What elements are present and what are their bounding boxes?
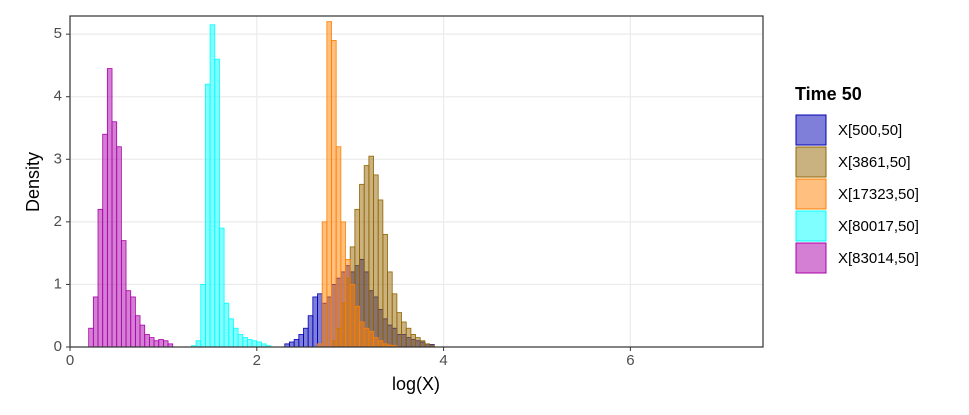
histogram-bar bbox=[219, 227, 225, 348]
histogram-bar bbox=[419, 340, 426, 348]
histogram-bar bbox=[405, 327, 412, 348]
histogram-bar bbox=[242, 337, 248, 348]
y-tick-label: 3 bbox=[54, 150, 62, 167]
histogram-bar bbox=[391, 293, 398, 348]
x-tick-label: 4 bbox=[439, 352, 447, 369]
histogram-bar bbox=[363, 327, 370, 348]
x-tick-label: 6 bbox=[626, 352, 634, 369]
plot-border bbox=[69, 15, 764, 348]
legend-swatch bbox=[795, 210, 827, 242]
histogram-bar bbox=[312, 296, 318, 348]
x-tick-label: 2 bbox=[253, 352, 261, 369]
histogram-bar bbox=[237, 334, 244, 348]
histogram-bar bbox=[349, 284, 356, 348]
histogram-bar bbox=[214, 58, 220, 348]
histogram-bar bbox=[289, 341, 295, 348]
histogram-bar bbox=[106, 68, 113, 348]
legend-label: X[80017,50] bbox=[838, 218, 919, 235]
histogram-bar bbox=[97, 208, 104, 348]
legend-swatch bbox=[795, 242, 827, 274]
histogram-bar bbox=[373, 174, 379, 348]
histogram-bar bbox=[387, 271, 393, 348]
histogram-bar bbox=[139, 324, 146, 348]
histogram-bar bbox=[331, 40, 337, 348]
histogram-bar bbox=[134, 315, 141, 348]
histogram-bar bbox=[401, 321, 407, 348]
histogram-bar bbox=[92, 296, 99, 348]
histogram-bar bbox=[396, 312, 402, 348]
histogram-bar bbox=[340, 221, 346, 348]
histogram-bar bbox=[251, 340, 258, 348]
legend-swatch bbox=[795, 146, 827, 178]
histogram-bar bbox=[88, 327, 94, 348]
legend-label: X[17323,50] bbox=[838, 186, 919, 203]
histogram-bar bbox=[317, 293, 323, 348]
y-tick-label: 1 bbox=[54, 275, 62, 292]
histogram-bar bbox=[162, 340, 169, 348]
histogram-bar bbox=[130, 296, 136, 348]
y-tick-label: 4 bbox=[54, 88, 62, 105]
histogram-bar bbox=[120, 240, 127, 348]
histogram-bar bbox=[415, 337, 421, 348]
histogram-bar bbox=[209, 24, 216, 348]
histogram-bar bbox=[373, 337, 379, 348]
histogram-bar bbox=[321, 221, 328, 348]
histogram-bar bbox=[307, 315, 314, 348]
histogram-bar bbox=[377, 340, 384, 348]
y-axis-title: Density bbox=[23, 152, 43, 212]
histogram-bar bbox=[303, 327, 309, 348]
histogram-bar bbox=[368, 155, 374, 348]
histogram-bar bbox=[354, 305, 360, 348]
y-tick-label: 2 bbox=[54, 213, 62, 230]
histogram-bar bbox=[377, 199, 384, 348]
histogram-bar bbox=[368, 330, 374, 348]
histogram-bar bbox=[326, 21, 332, 348]
histogram-bar bbox=[102, 133, 108, 348]
histogram-bar bbox=[363, 165, 370, 348]
x-tick-label: 0 bbox=[66, 352, 74, 369]
x-axis-title: log(X) bbox=[392, 374, 440, 394]
legend-title: Time 50 bbox=[795, 84, 862, 104]
histogram-bar bbox=[293, 339, 300, 348]
histogram-bar bbox=[158, 339, 164, 348]
histogram-bar bbox=[153, 340, 160, 348]
legend-swatch bbox=[795, 178, 827, 210]
histogram-bar bbox=[247, 339, 253, 348]
histogram-bar bbox=[335, 146, 342, 348]
histogram-bar bbox=[223, 302, 230, 348]
histogram-bar bbox=[205, 83, 211, 348]
histogram-bar bbox=[345, 259, 351, 348]
histogram-bar bbox=[200, 284, 206, 348]
histogram-bar bbox=[148, 337, 155, 348]
histogram-bar bbox=[116, 146, 122, 348]
histogram-bar bbox=[228, 318, 234, 348]
histogram-bar bbox=[233, 327, 239, 348]
histogram-bar bbox=[382, 233, 388, 348]
histogram-bar bbox=[359, 321, 365, 348]
legend-label: X[3861,50] bbox=[838, 154, 911, 171]
histogram-bar bbox=[195, 340, 202, 348]
histogram-bar bbox=[256, 341, 262, 348]
legend-swatch bbox=[795, 114, 827, 146]
legend-label: X[83014,50] bbox=[838, 250, 919, 267]
y-tick-label: 0 bbox=[54, 338, 62, 355]
histogram-bar bbox=[125, 290, 132, 348]
y-tick-label: 5 bbox=[54, 25, 62, 42]
histogram-bar bbox=[298, 334, 304, 348]
legend-label: X[500,50] bbox=[838, 122, 902, 139]
histogram-bar bbox=[410, 334, 416, 348]
histogram-bar bbox=[144, 334, 150, 348]
histogram-bar bbox=[111, 121, 118, 348]
